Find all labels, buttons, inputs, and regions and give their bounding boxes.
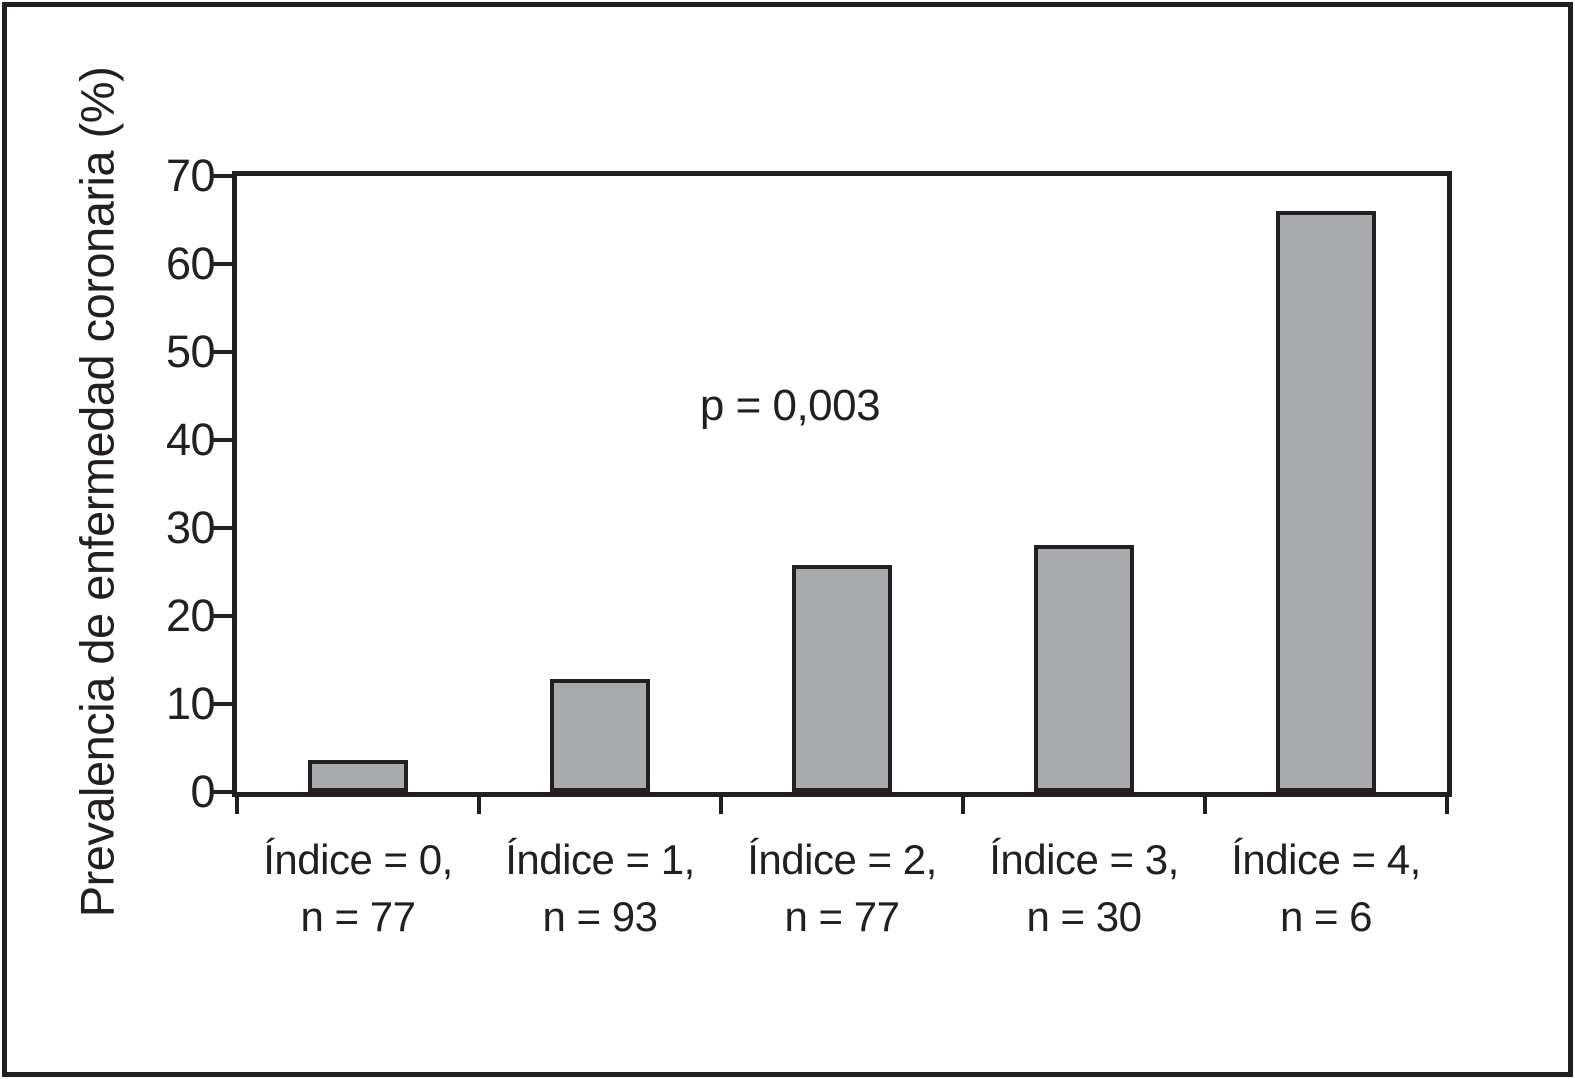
y-axis-tick	[213, 526, 237, 530]
bar-indice-1	[550, 679, 650, 792]
x-category-index-label: Índice = 0,	[263, 836, 453, 883]
x-axis-tick	[719, 792, 723, 814]
y-axis-tick	[213, 790, 237, 794]
y-axis-tick-label: 60	[165, 238, 216, 289]
x-axis-tick	[961, 792, 965, 814]
y-axis-tick-label: 40	[165, 414, 216, 465]
y-axis-tick-label: 30	[165, 502, 216, 553]
y-axis-tick	[213, 350, 237, 354]
y-axis-tick-label: 70	[165, 150, 216, 201]
x-axis-tick	[235, 792, 239, 814]
x-category-n-label: n = 77	[300, 893, 416, 941]
p-value-annotation: p = 0,003	[699, 381, 881, 430]
bar-indice-0	[308, 760, 408, 792]
x-axis-tick	[1203, 792, 1207, 814]
y-axis-tick-label: 20	[165, 590, 216, 641]
y-axis-tick-label: 0	[190, 766, 215, 817]
y-axis-tick-label: 50	[165, 326, 216, 377]
x-category-label-3: Índice = 3, n = 30	[963, 831, 1205, 945]
x-category-index-label: Índice = 1,	[505, 836, 695, 883]
x-category-n-label: n = 93	[542, 893, 658, 941]
bar-indice-4	[1276, 211, 1376, 792]
x-category-n-label: n = 77	[784, 893, 900, 941]
bar-indice-2	[792, 564, 892, 792]
y-axis-tick	[213, 614, 237, 618]
x-category-index-label: Índice = 4,	[1231, 836, 1421, 883]
y-axis-tick	[213, 702, 237, 706]
x-category-label-4: Índice = 4, n = 6	[1205, 831, 1447, 945]
y-axis-tick	[213, 438, 237, 442]
x-category-index-label: Índice = 3,	[989, 836, 1179, 883]
x-category-label-0: Índice = 0, n = 77	[237, 831, 479, 945]
y-axis-tick-label: 10	[165, 678, 216, 729]
x-category-label-2: Índice = 2, n = 77	[721, 831, 963, 945]
bar-indice-3	[1034, 544, 1134, 792]
x-category-label-1: Índice = 1, n = 93	[479, 831, 721, 945]
x-category-index-label: Índice = 2,	[747, 836, 937, 883]
x-axis-tick	[1445, 792, 1449, 814]
x-axis-tick	[477, 792, 481, 814]
x-category-n-label: n = 30	[1026, 893, 1142, 941]
y-axis-tick	[213, 174, 237, 178]
y-axis-tick	[213, 262, 237, 266]
x-category-n-label: n = 6	[1279, 893, 1373, 941]
